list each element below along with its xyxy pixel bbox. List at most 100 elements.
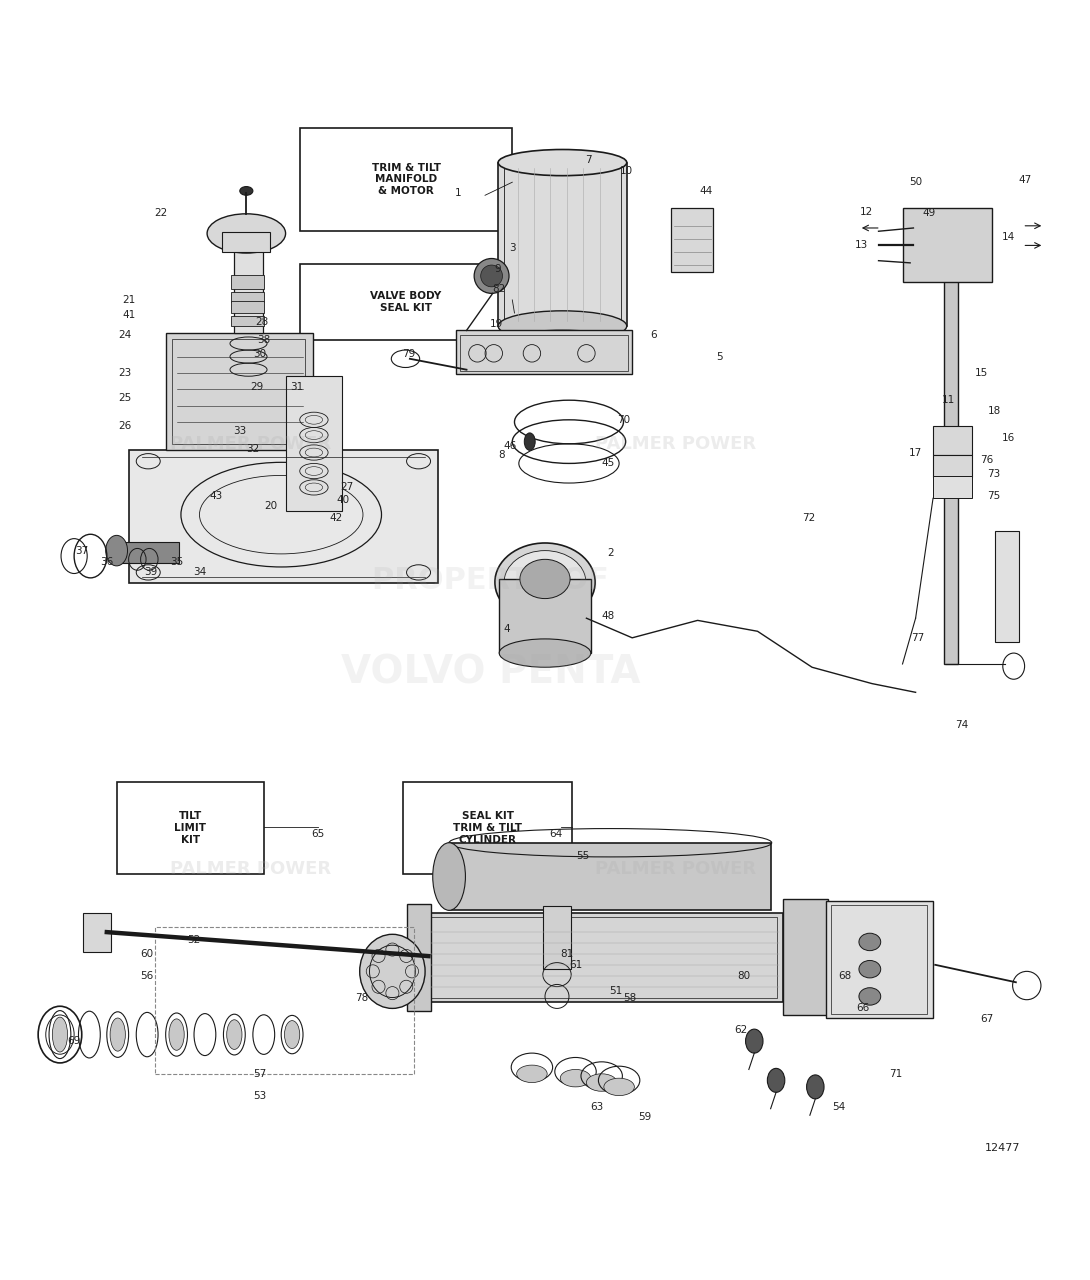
Text: 67: 67 — [980, 1014, 993, 1024]
Text: 46: 46 — [504, 442, 517, 451]
Bar — [407, 904, 431, 1011]
Bar — [456, 330, 632, 374]
Text: 70: 70 — [617, 415, 630, 425]
Text: 15: 15 — [974, 367, 988, 378]
Ellipse shape — [524, 433, 535, 451]
Text: PALMER POWER: PALMER POWER — [170, 860, 331, 878]
Text: 5: 5 — [716, 352, 723, 361]
Text: 75: 75 — [988, 492, 1001, 500]
Ellipse shape — [498, 150, 627, 175]
Text: 73: 73 — [988, 470, 1001, 479]
Text: 45: 45 — [602, 458, 615, 468]
Text: 61: 61 — [569, 960, 582, 970]
Text: 66: 66 — [857, 1004, 870, 1014]
Ellipse shape — [859, 960, 881, 978]
Text: 35: 35 — [170, 557, 183, 567]
Text: 63: 63 — [591, 1102, 604, 1111]
Text: 29: 29 — [251, 383, 264, 392]
Text: 54: 54 — [833, 1102, 846, 1111]
Text: 51: 51 — [609, 986, 622, 996]
Text: 26: 26 — [119, 421, 132, 431]
Ellipse shape — [767, 1069, 785, 1092]
Bar — [498, 163, 627, 326]
Bar — [172, 339, 305, 444]
Bar — [403, 782, 572, 874]
Bar — [300, 128, 512, 232]
Bar — [460, 335, 628, 371]
Text: 12477: 12477 — [985, 1143, 1020, 1153]
Text: PALMER POWER: PALMER POWER — [170, 435, 331, 453]
Text: 11: 11 — [942, 396, 955, 406]
Ellipse shape — [495, 543, 595, 622]
Text: 10: 10 — [620, 166, 633, 177]
Ellipse shape — [360, 934, 425, 1009]
Bar — [903, 209, 992, 283]
Text: TILT
LIMIT
KIT: TILT LIMIT KIT — [174, 812, 206, 845]
Bar — [671, 209, 713, 271]
Text: 4: 4 — [504, 625, 510, 634]
Ellipse shape — [207, 214, 286, 253]
Bar — [826, 901, 933, 1018]
Text: 40: 40 — [337, 495, 350, 506]
Text: 37: 37 — [75, 545, 88, 556]
Text: 25: 25 — [119, 393, 132, 403]
Ellipse shape — [110, 1018, 125, 1051]
Text: 33: 33 — [233, 426, 246, 435]
Text: 8: 8 — [498, 449, 505, 460]
Ellipse shape — [498, 311, 627, 342]
Text: 77: 77 — [911, 632, 924, 643]
Text: 74: 74 — [955, 721, 968, 730]
Bar — [117, 782, 264, 874]
Text: 52: 52 — [187, 934, 201, 945]
Text: 16: 16 — [1002, 434, 1015, 443]
Bar — [129, 451, 438, 584]
Text: PALMER POWER: PALMER POWER — [595, 435, 756, 453]
Text: 58: 58 — [623, 992, 637, 1002]
Ellipse shape — [433, 842, 465, 910]
Ellipse shape — [499, 639, 591, 667]
Bar — [428, 916, 777, 997]
Ellipse shape — [560, 1070, 591, 1087]
Text: 68: 68 — [838, 970, 851, 980]
Bar — [449, 842, 771, 910]
Ellipse shape — [240, 187, 253, 196]
Bar — [504, 168, 621, 320]
Text: 80: 80 — [737, 970, 750, 980]
Text: 2: 2 — [607, 548, 614, 558]
Bar — [933, 476, 972, 498]
Text: 65: 65 — [312, 829, 325, 838]
Text: 78: 78 — [355, 992, 368, 1002]
Text: PROPERTY OF: PROPERTY OF — [372, 566, 609, 594]
Bar — [300, 264, 512, 340]
Text: 79: 79 — [402, 349, 415, 360]
Text: 57: 57 — [253, 1069, 266, 1079]
Bar — [995, 531, 1019, 643]
Text: 59: 59 — [639, 1112, 652, 1123]
Text: 42: 42 — [329, 513, 342, 524]
Ellipse shape — [586, 1074, 617, 1092]
Text: 43: 43 — [209, 492, 222, 500]
Text: 64: 64 — [549, 829, 562, 838]
Text: VOLVO PENTA: VOLVO PENTA — [341, 654, 640, 691]
Bar — [234, 233, 263, 333]
Bar — [231, 301, 264, 314]
Text: 30: 30 — [253, 349, 266, 360]
Text: SEAL KIT
TRIM & TILT
CYLINDER: SEAL KIT TRIM & TILT CYLINDER — [453, 812, 522, 845]
Ellipse shape — [227, 1020, 242, 1050]
Text: 36: 36 — [100, 557, 113, 567]
Text: 14: 14 — [1002, 232, 1015, 242]
Bar — [83, 913, 111, 952]
Text: 62: 62 — [735, 1025, 748, 1036]
Text: PALMER POWER: PALMER POWER — [595, 860, 756, 878]
Text: 41: 41 — [122, 310, 135, 320]
Text: 20: 20 — [264, 500, 277, 511]
Bar — [231, 275, 264, 289]
Text: 7: 7 — [585, 155, 592, 165]
Text: 55: 55 — [577, 851, 590, 861]
Text: 48: 48 — [602, 611, 615, 621]
Text: 31: 31 — [290, 383, 303, 392]
Ellipse shape — [504, 550, 586, 614]
Bar — [933, 454, 972, 476]
Text: 27: 27 — [340, 483, 353, 493]
Text: 60: 60 — [141, 948, 154, 959]
